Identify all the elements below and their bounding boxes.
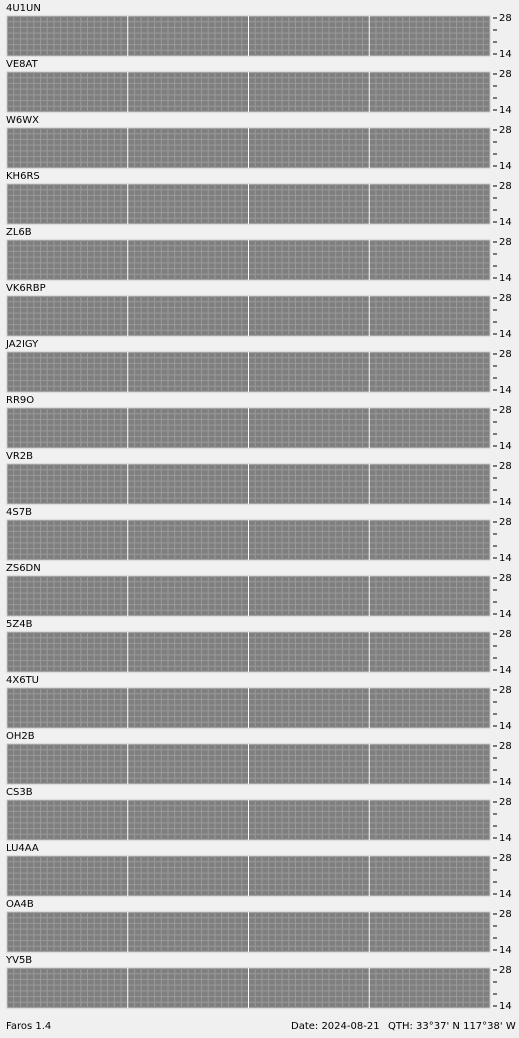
app-version: Faros 1.4 [6,1021,51,1032]
scale-label: 14 [499,665,512,676]
station-label: 5Z4B [6,619,33,630]
scale-label: 14 [499,105,512,116]
station-label: 4U1UN [6,3,41,14]
scale-label: 14 [499,609,512,620]
beacon-panel: RR9O 28 14 [6,395,512,452]
station-label: JA2IGY [5,339,39,350]
beacon-panel: VK6RBP 28 14 [6,283,512,340]
station-label: YV5B [5,955,32,966]
scale-label: 28 [499,573,512,584]
beacon-panel: KH6RS 28 14 [6,171,512,228]
station-label: CS3B [6,787,33,798]
scale-label: 28 [499,125,512,136]
scale-label: 28 [499,461,512,472]
date: Date: 2024-08-21 [291,1021,380,1032]
scale-label: 28 [499,797,512,808]
scale-label: 14 [499,1001,512,1012]
scale-label: 14 [499,385,512,396]
station-label: OA4B [6,899,34,910]
beacon-panel: CS3B 28 14 [6,787,512,844]
scale-label: 28 [499,293,512,304]
station-label: VR2B [6,451,33,462]
scale-label: 14 [499,889,512,900]
scale-label: 14 [499,833,512,844]
scale-label: 14 [499,721,512,732]
scale-label: 14 [499,553,512,564]
scale-label: 28 [499,909,512,920]
scale-label: 28 [499,69,512,80]
scale-label: 14 [499,945,512,956]
scale-label: 28 [499,405,512,416]
beacon-panel: OH2B 28 14 [6,731,512,788]
station-label: ZL6B [6,227,32,238]
scale-label: 14 [499,49,512,60]
scale-label: 28 [499,349,512,360]
station-label: LU4AA [6,843,39,854]
beacon-panel: OA4B 28 14 [6,899,512,956]
beacon-panel: 5Z4B 28 14 [6,619,512,676]
scale-label: 14 [499,217,512,228]
scale-label: 28 [499,629,512,640]
station-label: 4S7B [6,507,32,518]
beacon-panel: VR2B 28 14 [6,451,512,508]
scale-label: 28 [499,741,512,752]
scale-label: 28 [499,685,512,696]
scale-label: 28 [499,237,512,248]
scale-label: 28 [499,13,512,24]
scale-label: 14 [499,273,512,284]
scale-label: 28 [499,853,512,864]
station-label: W6WX [6,115,39,126]
scale-label: 28 [499,517,512,528]
station-label: OH2B [6,731,35,742]
station-label: 4X6TU [6,675,39,686]
scale-label: 14 [499,777,512,788]
beacon-panel: YV5B 28 14 [5,955,512,1012]
beacon-panel: LU4AA 28 14 [6,843,512,900]
station-label: VK6RBP [6,283,46,294]
station-label: KH6RS [6,171,40,182]
scale-label: 14 [499,329,512,340]
beacon-panel: VE8AT 28 14 [6,59,512,116]
scale-label: 28 [499,965,512,976]
scale-label: 28 [499,181,512,192]
qth: QTH: 33°37' N 117°38' W [388,1021,516,1032]
beacon-panel: 4U1UN 28 14 [6,3,512,60]
station-label: VE8AT [6,59,39,70]
beacon-panel: 4X6TU 28 14 [6,675,512,732]
scale-label: 14 [499,441,512,452]
scale-label: 14 [499,497,512,508]
beacon-panel: W6WX 28 14 [6,115,512,172]
beacon-panel: ZL6B 28 14 [6,227,512,284]
scale-label: 14 [499,161,512,172]
beacon-panel: ZS6DN 28 14 [6,563,512,620]
beacon-panel: JA2IGY 28 14 [5,339,512,396]
station-label: ZS6DN [6,563,41,574]
station-label: RR9O [6,395,34,406]
beacon-panel: 4S7B 28 14 [6,507,512,564]
